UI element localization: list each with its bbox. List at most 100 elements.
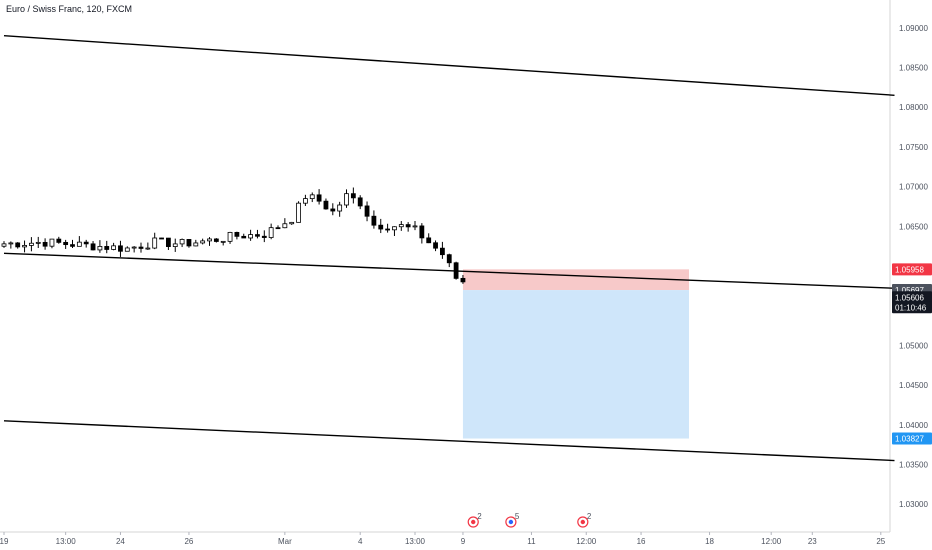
time-tick-label: 12:00: [761, 537, 782, 546]
candle-body: [22, 245, 27, 248]
price-tick-label: 1.09000: [899, 24, 928, 33]
price-tick-label: 1.03000: [899, 500, 928, 509]
event-marker-count: 2: [587, 512, 592, 521]
candle-body: [124, 247, 130, 252]
candle-body: [227, 231, 233, 242]
candle-body: [316, 194, 322, 202]
candle-body: [28, 242, 34, 246]
candle-body: [392, 226, 397, 231]
candle-body: [200, 240, 206, 244]
trend-line[interactable]: [3, 35, 895, 96]
time-tick-label: 25: [876, 537, 885, 546]
candle-body: [255, 234, 260, 237]
candle-body: [104, 246, 110, 250]
stop-loss-zone[interactable]: [462, 269, 689, 291]
time-tick-label: 24: [116, 537, 125, 546]
time-tick-label: 12:00: [576, 537, 597, 546]
time-tick-label: 23: [808, 537, 817, 546]
price-tag-label: 1.05958: [895, 265, 924, 274]
time-tick-label: 26: [184, 537, 193, 546]
time-tick-label: 13:00: [56, 537, 77, 546]
price-tag-label: 01:10:46: [895, 303, 927, 312]
price-tick-label: 1.03500: [899, 461, 928, 470]
candle-body: [350, 193, 356, 199]
candle-body: [56, 238, 62, 243]
candle-body: [412, 225, 418, 228]
candle-body: [289, 221, 295, 225]
candle-body: [344, 193, 349, 206]
price-tag: [892, 263, 932, 276]
time-tick-label: 18: [705, 537, 714, 546]
trend-line[interactable]: [3, 420, 895, 462]
candle-body: [460, 277, 466, 283]
candle-body: [275, 227, 281, 230]
candle-body: [337, 204, 343, 212]
candle-body: [419, 225, 425, 239]
candle-body: [193, 242, 199, 247]
price-tick-label: 1.07000: [899, 183, 928, 192]
price-tag: [892, 301, 932, 314]
candle-body: [97, 246, 103, 251]
candle-body: [83, 241, 89, 245]
candle-body: [172, 243, 178, 247]
time-tick-label: 9: [461, 537, 466, 546]
candle-body: [76, 241, 82, 247]
candle-body: [165, 237, 171, 247]
price-tag-label: 1.05606: [895, 293, 924, 302]
price-tick-label: 1.07500: [899, 143, 928, 152]
candle-body: [446, 254, 452, 264]
candle-body: [35, 241, 41, 244]
candle-body: [152, 237, 158, 249]
candle-body: [63, 241, 69, 246]
event-marker-dot: [471, 519, 476, 525]
candle-body: [371, 215, 377, 226]
trend-line[interactable]: [3, 252, 895, 289]
candle-body: [131, 246, 137, 249]
chart-title: Euro / Swiss Franc, 120, FXCM: [6, 4, 133, 14]
candle-body: [42, 241, 48, 247]
candle-body: [282, 223, 288, 229]
candle-body: [309, 194, 315, 200]
price-tick-label: 1.08500: [899, 63, 928, 72]
time-tick-label: Mar: [278, 537, 292, 546]
price-tag-label: 1.05697: [895, 286, 924, 295]
candle-body: [1, 243, 7, 247]
candle-body: [241, 235, 247, 239]
candle-body: [439, 247, 445, 256]
price-tag: [892, 291, 932, 304]
candle-body: [330, 208, 336, 212]
candle-body: [138, 246, 144, 249]
candle-body: [8, 242, 14, 245]
candle-body: [90, 243, 96, 251]
candle-body: [159, 237, 164, 240]
candle-body: [426, 237, 432, 244]
candle-body: [296, 202, 301, 223]
candle-body: [364, 205, 370, 217]
take-profit-zone[interactable]: [462, 290, 689, 439]
candle-body: [49, 238, 55, 247]
candle-body: [405, 224, 411, 228]
price-tick-label: 1.08000: [899, 103, 928, 112]
price-tick-label: 1.05000: [899, 341, 928, 350]
candle-body: [118, 245, 123, 252]
candle-body: [378, 224, 384, 230]
candle-body: [207, 238, 212, 242]
candle-body: [261, 235, 267, 238]
time-tick-label: 11: [527, 537, 536, 546]
price-tick-label: 1.04500: [899, 381, 928, 390]
candle-body: [385, 228, 391, 231]
price-tag-label: 1.03827: [895, 435, 924, 444]
candle-body: [179, 239, 185, 245]
time-tick-label: 16: [637, 537, 646, 546]
time-tick-label: 4: [358, 537, 363, 546]
candle-body: [433, 242, 438, 249]
event-marker-count: 2: [477, 512, 482, 521]
event-marker-dot: [580, 519, 586, 525]
price-tag: [892, 432, 932, 445]
candle-body: [302, 198, 308, 204]
candle-body: [220, 240, 226, 243]
candle-body: [234, 231, 240, 237]
event-marker-count: 5: [515, 512, 520, 521]
candle-body: [268, 227, 274, 238]
